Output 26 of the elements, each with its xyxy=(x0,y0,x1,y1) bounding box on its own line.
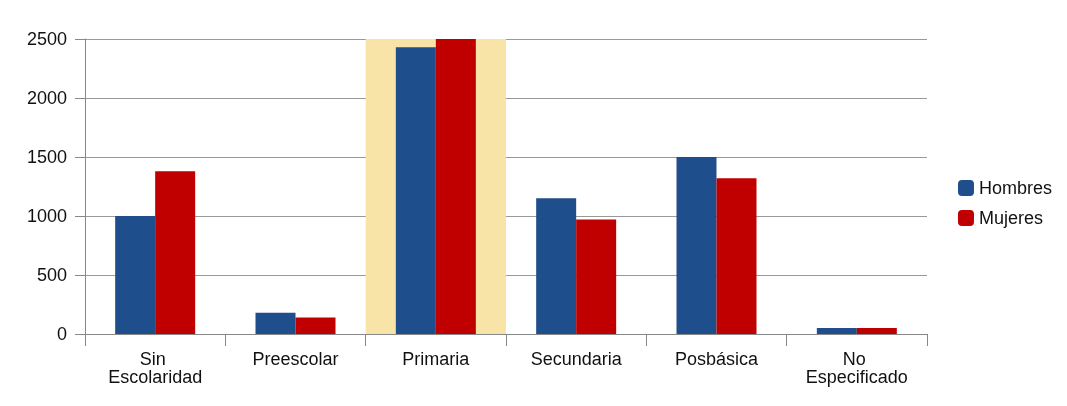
bar xyxy=(536,198,577,334)
x-tick-label: Posbásica xyxy=(674,349,760,369)
y-tick-label: 2000 xyxy=(26,88,67,108)
legend-label: Hombres xyxy=(978,178,1053,198)
y-tick-label: 500 xyxy=(36,265,67,285)
bar xyxy=(255,312,296,334)
bar xyxy=(856,328,897,334)
y-tick-label: 0 xyxy=(56,324,67,344)
bar xyxy=(816,328,857,334)
bar xyxy=(716,178,757,334)
bar xyxy=(395,47,436,334)
y-tick-label: 1500 xyxy=(26,147,67,167)
bar xyxy=(435,39,476,334)
x-tick-label: No Especificado xyxy=(805,349,908,387)
bar xyxy=(576,219,617,334)
x-tick-label: Preescolar xyxy=(252,349,339,369)
legend-label: Mujeres xyxy=(978,208,1044,228)
y-tick-label: 2500 xyxy=(26,29,67,49)
bar xyxy=(115,216,156,334)
x-tick-label: Secundaria xyxy=(530,349,623,369)
bar xyxy=(676,157,717,334)
x-tick-label: Primaria xyxy=(402,349,471,369)
bar xyxy=(155,171,196,334)
x-tick-label: Sin Escolaridad xyxy=(108,349,203,387)
bar xyxy=(295,317,336,334)
y-tick-label: 1000 xyxy=(26,206,67,226)
